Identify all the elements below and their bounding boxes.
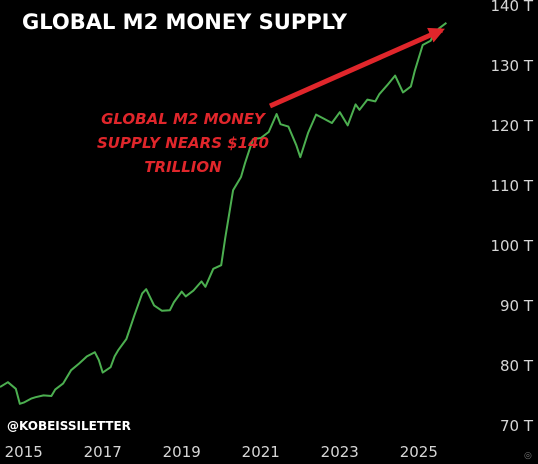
annotation-line-2: SUPPLY NEARS $140: [97, 134, 269, 152]
annotation-line-1: GLOBAL M2 MONEY: [101, 110, 267, 128]
annotation-line-3: TRILLION: [144, 158, 222, 176]
y-tick-label: 70 T: [500, 417, 534, 435]
annotation-arrow: [268, 27, 445, 109]
x-tick-label: 2021: [242, 443, 280, 461]
x-tick-label: 2019: [163, 443, 201, 461]
y-tick-label: 120 T: [490, 117, 533, 135]
y-tick-label: 100 T: [490, 237, 533, 255]
x-tick-label: 2015: [5, 443, 43, 461]
x-axis-ticks: 2015 2017 2019 2021 2023 2025: [5, 443, 438, 461]
y-tick-label: 90 T: [500, 297, 534, 315]
x-tick-label: 2025: [400, 443, 438, 461]
y-tick-label: 110 T: [490, 177, 533, 195]
y-tick-label: 130 T: [490, 57, 533, 75]
y-axis-ticks: 70 T 80 T 90 T 100 T 110 T 120 T 130 T 140 T: [490, 0, 533, 435]
watermark-handle: @KOBEISSILETTER: [7, 419, 131, 433]
y-tick-label: 80 T: [500, 357, 534, 375]
x-tick-label: 2017: [84, 443, 122, 461]
corner-logo-icon: ◎: [524, 451, 532, 461]
x-tick-label: 2023: [321, 443, 359, 461]
m2-money-supply-line: [0, 22, 448, 405]
chart-title: GLOBAL M2 MONEY SUPPLY: [22, 10, 348, 34]
y-tick-label: 140 T: [490, 0, 533, 15]
